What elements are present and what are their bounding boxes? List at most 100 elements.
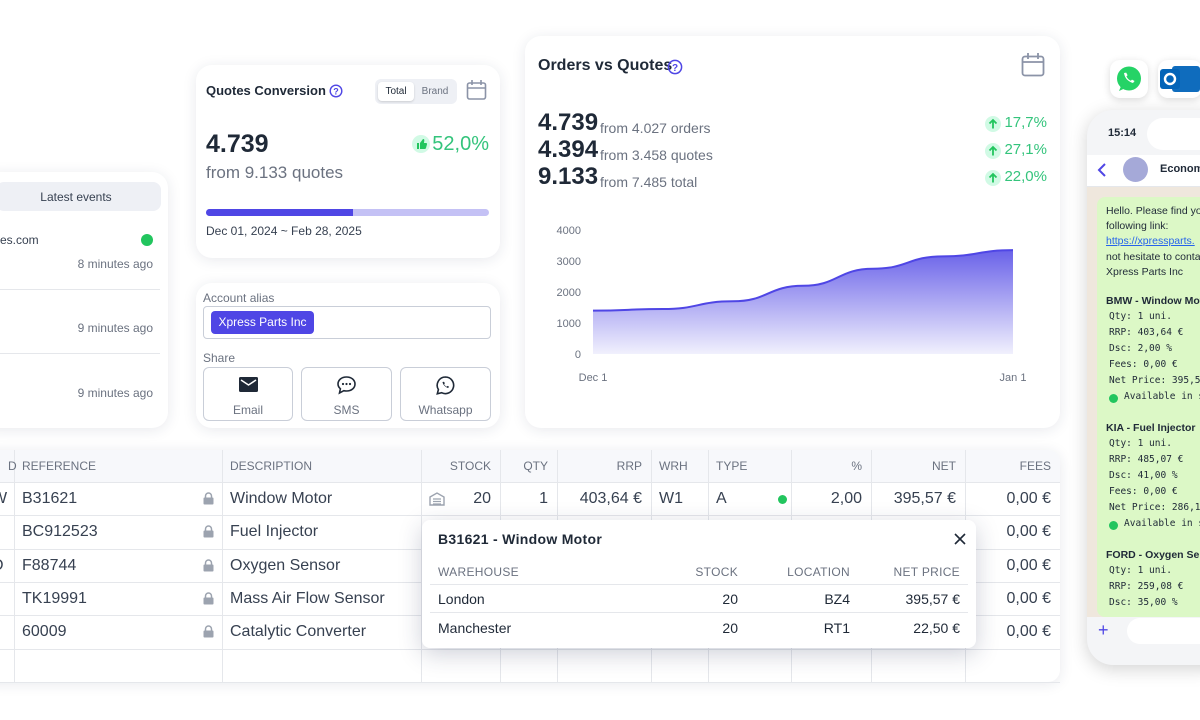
date-range: Dec 01, 2024 ~ Feb 28, 2025 (206, 224, 362, 238)
table-cell: 20 (473, 490, 491, 507)
y-tick-label: 2000 (557, 287, 581, 299)
toggle-brand[interactable]: Brand (421, 86, 449, 97)
button-label: SMS (333, 403, 360, 417)
alias-chip[interactable]: Xpress Parts Inc (211, 311, 314, 334)
popup-divider (430, 584, 968, 585)
status-dot (778, 495, 787, 504)
column-header: STOCK (449, 459, 491, 473)
column-header: RRP (616, 459, 642, 473)
outlook-logo (1160, 66, 1200, 92)
table-cell: F88744 (22, 556, 77, 574)
events-header (0, 182, 161, 211)
row-divider (0, 515, 1060, 517)
alias-input[interactable] (203, 306, 491, 339)
item-line: Dsc: 41,00 % (1109, 470, 1178, 481)
column-header: WRH (659, 459, 688, 473)
up-icon (985, 170, 1001, 186)
button-label: Email (232, 403, 263, 417)
chat-input[interactable] (1127, 618, 1200, 644)
stock-dot (1109, 521, 1118, 530)
column-header: D (8, 459, 17, 473)
help-icon[interactable]: ? (667, 59, 683, 75)
item-line: RRP: 485,07 € (1109, 454, 1184, 465)
column-header: QTY (523, 459, 548, 473)
item-line: Dsc: 2,00 % (1109, 343, 1172, 354)
popup-cell: 395,57 € (905, 591, 961, 607)
popup-divider (430, 612, 968, 613)
calendar-icon[interactable] (1021, 52, 1045, 77)
alias-label: Account alias (203, 291, 275, 305)
up-icon (985, 143, 1001, 159)
popup-header: LOCATION (787, 565, 850, 579)
events-title: Latest events (40, 190, 112, 204)
item-line: Qty: 1 uni. (1109, 438, 1172, 449)
big-value: 9.133 (538, 163, 599, 190)
warehouse-icon[interactable] (429, 492, 445, 506)
phone-frame (1087, 110, 1200, 665)
close-button[interactable] (954, 533, 966, 545)
table-cell: Mass Air Flow Sensor (230, 589, 385, 607)
column-header: % (851, 459, 862, 473)
progress-fill (206, 209, 354, 216)
back-arrow[interactable] (1097, 163, 1107, 177)
column-divider (222, 450, 223, 682)
value-text: from 7.485 total (600, 174, 698, 190)
table-cell: 0,00 € (1006, 589, 1051, 607)
card-title: Quotes Conversion (206, 83, 326, 98)
table-cell: BC912523 (22, 523, 98, 541)
column-header: TYPE (716, 459, 748, 473)
table-cell: Fuel Injector (230, 523, 319, 541)
change-value: 17,7% (1004, 114, 1047, 131)
email-button[interactable] (203, 367, 293, 421)
y-tick-label: 1000 (557, 318, 581, 330)
message-text: https://xpressparts. (1106, 235, 1195, 248)
event-time: 8 minutes ago (77, 257, 153, 271)
table-cell: 60009 (22, 623, 67, 641)
value-text: from 4.027 orders (600, 120, 711, 136)
toggle-total[interactable]: Total (378, 82, 414, 101)
item-line: Net Price: 286,19 (1109, 502, 1200, 513)
table-cell: 2,00 (830, 490, 862, 507)
big-value: 4.739 (538, 109, 599, 136)
table-cell: Oxygen Sensor (230, 556, 341, 574)
lock-icon (203, 592, 214, 605)
table-cell: Window Motor (230, 490, 333, 507)
up-icon (985, 116, 1001, 132)
orders-card (525, 36, 1060, 428)
lock-icon (203, 625, 214, 638)
popup-header: WAREHOUSE (438, 565, 519, 579)
table-cell: Catalytic Converter (230, 623, 367, 641)
column-header: FEES (1019, 459, 1051, 473)
stock-dot (1109, 394, 1118, 403)
event-time: 9 minutes ago (77, 321, 153, 335)
table-cell: 403,64 € (579, 490, 642, 507)
calendar-icon[interactable] (466, 79, 487, 101)
popup-cell: Manchester (438, 620, 512, 636)
svg-text:?: ? (672, 63, 678, 74)
value-text: from 3.458 quotes (600, 147, 713, 163)
popup-cell: 20 (722, 591, 738, 607)
table-cell: 395,57 € (893, 490, 956, 507)
column-divider (421, 450, 422, 682)
events-card (0, 172, 168, 428)
phone-time: 15:14 (1108, 127, 1137, 139)
status-dot (141, 234, 153, 246)
item-line: Available in s (1124, 391, 1200, 402)
table-cell: 0,00 € (1006, 556, 1051, 574)
row-divider (0, 648, 1060, 650)
add-button[interactable]: + (1098, 620, 1109, 640)
change-value: 52,0% (432, 133, 489, 155)
x-tick-label: Jan 1 (1000, 372, 1027, 384)
table-cell: W1 (659, 490, 683, 507)
column-header: NET (932, 459, 956, 473)
share-label: Share (203, 351, 236, 365)
popup-cell: RT1 (823, 620, 850, 636)
sms-button[interactable] (301, 367, 392, 421)
item-line: Qty: 1 uni. (1109, 311, 1172, 322)
lock-icon (203, 525, 214, 538)
change-value: 22,0% (1004, 168, 1047, 185)
help-icon[interactable]: ? (329, 84, 343, 98)
sms-icon (337, 376, 356, 395)
y-tick-label: 0 (575, 349, 581, 361)
big-value: 4.394 (538, 136, 599, 163)
